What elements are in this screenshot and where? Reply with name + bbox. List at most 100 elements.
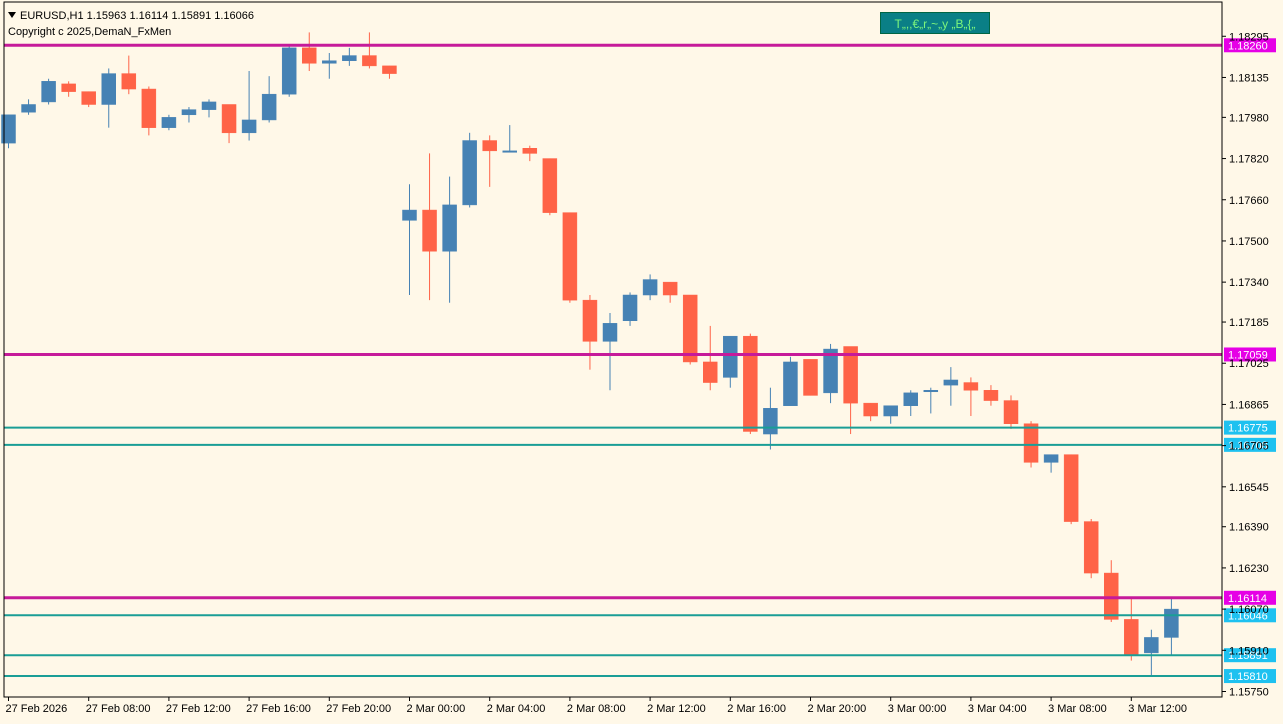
price-tick-label: 1.16390 [1229,522,1269,534]
bear-candle [662,281,678,296]
level-price-tag [1224,669,1276,684]
plot-frame [3,1,1223,698]
price-tick-label: 1.16865 [1229,399,1269,411]
bear-candle [1124,619,1139,656]
indicator-button[interactable]: T„,,€„r„~„y „B„{„ [880,12,990,34]
price-tick-label: 1.17025 [1229,358,1269,370]
bull-candle [201,101,217,110]
price-tick-label: 1.17820 [1229,154,1269,166]
price-tick-label: 1.17500 [1229,236,1269,248]
symbol-ohlc-text: EURUSD,H1 1.15963 1.16114 1.15891 1.1606… [20,10,255,22]
price-tick-label: 1.16230 [1229,563,1269,575]
price-tick-label: 1.17980 [1229,112,1269,124]
bear-candle [482,140,497,152]
symbol-info: EURUSD,H1 1.15963 1.16114 1.15891 1.1606… [8,10,254,22]
price-tick-label: 1.17660 [1229,195,1269,207]
bear-candle [803,359,818,396]
level-price-label: 1.16775 [1228,423,1268,435]
bear-candle [1104,572,1119,620]
level-price-tag [1224,38,1276,53]
level-price-tag [1224,590,1276,605]
bear-candle [1083,521,1099,574]
bull-candle [322,60,337,64]
time-tick-label: 2 Mar 20:00 [808,703,867,715]
levels-layer: 1.182601.170591.167751.167081.161141.160… [4,38,1276,684]
collapse-triangle-icon[interactable] [8,12,16,18]
bear-candle [61,83,76,92]
bear-candle [843,346,858,404]
level-price-tag [1224,648,1276,663]
axes-layer: 1.18295 1.18135 1.17980 1.17820 1.17660 1.175… [3,1,1269,715]
time-tick-label: 2 Mar 00:00 [407,703,466,715]
bull-candle [462,140,477,206]
bull-candle [883,405,898,417]
bull-candle [181,109,197,116]
level-price-tag [1224,608,1276,623]
bear-candle [422,209,437,252]
bear-candle [582,299,598,342]
time-tick-label: 2 Mar 12:00 [647,703,706,715]
bull-candle [241,119,257,134]
level-price-label: 1.18260 [1228,40,1268,52]
bear-candle [963,382,979,391]
bull-candle [723,335,738,378]
level-price-label: 1.16046 [1228,610,1268,622]
time-tick-label: 27 Feb 20:00 [326,703,391,715]
bear-candle [302,47,317,64]
bear-candle [863,402,878,417]
bull-candle [923,390,939,393]
price-tick-label: 1.16705 [1229,441,1269,453]
bear-candle [522,148,538,154]
level-price-label: 1.15891 [1228,650,1268,662]
level-price-label: 1.15810 [1228,671,1268,683]
bear-candle [542,158,558,213]
bull-candle [823,348,838,394]
price-tick-label: 1.18295 [1229,31,1269,43]
bull-candle [1144,637,1159,654]
level-price-label: 1.16708 [1228,440,1268,452]
time-tick-label: 27 Feb 16:00 [246,703,311,715]
bear-candle [682,294,698,363]
bear-candle [362,55,377,67]
copyright-label: Copyright c 2025,DemaN_FxMen [8,26,172,38]
bull-candle [21,104,36,113]
bull-candle [442,204,457,252]
time-tick-label: 3 Mar 04:00 [968,703,1027,715]
time-tick-label: 27 Feb 12:00 [166,703,231,715]
bull-candle [1,114,16,144]
bear-candle [221,104,237,134]
bull-candle [642,279,658,296]
time-tick-label: 3 Mar 00:00 [888,703,947,715]
level-price-tag [1224,347,1276,362]
bear-candle [382,65,397,74]
bull-candle [903,392,918,406]
price-tick-label: 1.15750 [1229,687,1269,699]
bear-candle [141,88,157,128]
bear-candle [1023,423,1039,463]
time-tick-label: 27 Feb 08:00 [86,703,151,715]
candles-layer [1,32,1179,677]
time-tick-label: 2 Mar 04:00 [487,703,546,715]
price-tick-label: 1.16545 [1229,482,1269,494]
level-price-tag [1224,420,1276,435]
price-tick-label: 1.16070 [1229,604,1269,616]
bear-candle [121,73,137,90]
bull-candle [783,361,798,406]
bull-candle [943,379,959,386]
bull-candle [101,73,116,105]
bull-candle [402,209,417,221]
bull-candle [281,47,297,95]
price-tick-label: 1.18135 [1229,72,1269,84]
time-tick-label: 3 Mar 08:00 [1048,703,1107,715]
level-price-tag [1224,437,1276,452]
bear-candle [743,335,758,432]
bull-candle [502,150,517,153]
bull-candle [342,55,357,61]
time-tick-label: 2 Mar 08:00 [567,703,626,715]
bull-candle [1164,608,1179,638]
bull-candle [622,294,638,322]
bear-candle [983,390,999,401]
time-tick-label: 2 Mar 16:00 [727,703,786,715]
